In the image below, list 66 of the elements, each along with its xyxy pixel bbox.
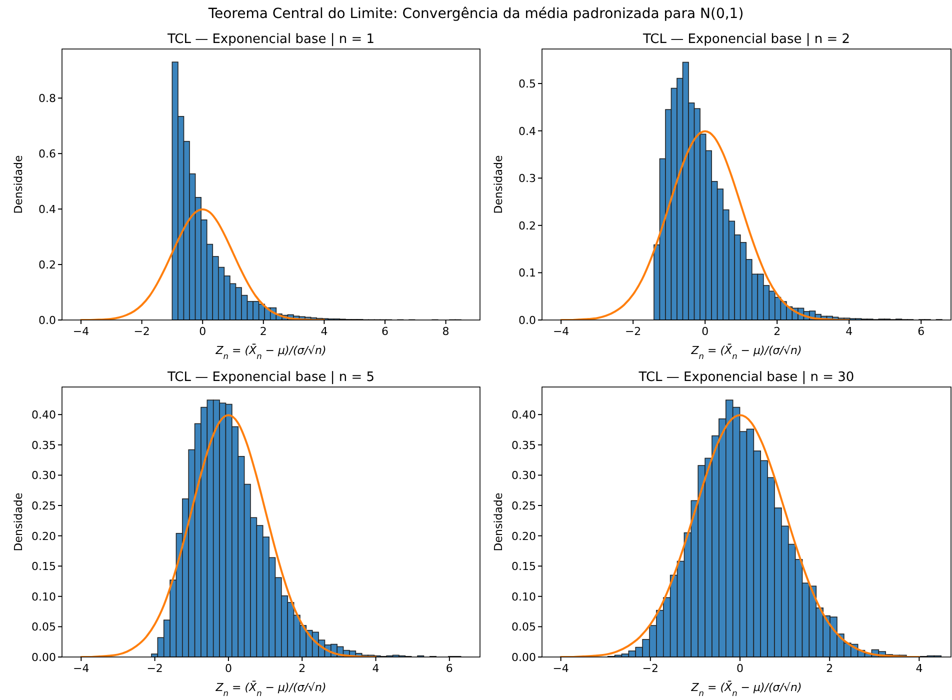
x-tick-label: −2	[146, 662, 163, 675]
y-tick-label: 0.10	[32, 590, 56, 604]
y-tick-label: 0.2	[518, 219, 536, 232]
x-tick-label: −4	[73, 662, 90, 675]
x-tick-label: −2	[134, 325, 150, 338]
y-tick-label: 0.20	[32, 530, 56, 543]
y-tick-label: 0.35	[32, 438, 56, 452]
x-tick-label: 6	[382, 325, 388, 338]
x-tick-label: 6	[446, 662, 453, 675]
x-tick-label: −4	[72, 325, 90, 338]
x-tick-label: 4	[320, 325, 328, 338]
y-tick-label: 0.05	[512, 620, 536, 634]
x-tick-label: 2	[826, 662, 834, 675]
y-tick-label: 0.2	[38, 258, 56, 272]
x-axis-title: Z$_{n}$ = (X̄$_{n}$ − μ)/(σ/√n)	[690, 680, 802, 698]
y-tick-label: 0.35	[512, 438, 536, 452]
y-tick-label: 0.40	[512, 408, 536, 422]
x-tick-label: 4	[846, 325, 853, 338]
y-axis-title: Densidade	[492, 492, 505, 552]
y-tick-label: 0.5	[518, 78, 536, 91]
x-tick-label: −4	[552, 662, 569, 675]
y-tick-label: 0.0	[518, 314, 536, 327]
y-tick-label: 0.0	[38, 314, 56, 327]
y-tick-label: 0.8	[38, 92, 56, 106]
x-tick-label: −4	[552, 325, 570, 338]
x-tick-label: −2	[624, 325, 642, 338]
y-tick-label: 0.30	[32, 469, 56, 482]
y-tick-label: 0.6	[38, 148, 56, 161]
y-tick-label: 0.10	[512, 590, 536, 604]
text: Teorema Central do Limite: Convergência da média padronizada para N(0,1)	[207, 6, 744, 22]
x-tick-label: 0	[199, 325, 206, 338]
y-tick-label: 0.00	[512, 651, 536, 664]
x-tick-label: 2	[260, 325, 267, 338]
y-tick-label: 0.1	[518, 266, 536, 280]
chart-title: TCL — Exponencial base | n = 5	[166, 370, 375, 385]
y-tick-label: 0.3	[518, 172, 536, 186]
x-tick-label: 4	[372, 662, 380, 675]
chart-title: TCL — Exponencial base | n = 30	[638, 370, 854, 385]
y-tick-label: 0.20	[512, 530, 536, 543]
x-axis-title: Z$_{n}$ = (X̄$_{n}$ − μ)/(σ/√n)	[214, 342, 326, 361]
y-tick-label: 0.15	[512, 560, 536, 574]
x-tick-label: 0	[702, 325, 709, 338]
y-tick-label: 0.25	[32, 499, 56, 512]
x-axis-title: Z$_{n}$ = (X̄$_{n}$ − μ)/(σ/√n)	[214, 680, 326, 698]
y-tick-label: 0.30	[512, 469, 536, 482]
chart-title: TCL — Exponencial base | n = 1	[166, 32, 375, 47]
x-tick-label: 6	[918, 325, 925, 338]
chart-title: TCL — Exponencial base | n = 2	[642, 32, 850, 47]
y-tick-label: 0.05	[32, 620, 56, 634]
y-tick-label: 0.15	[32, 560, 56, 574]
y-axis-title: Densidade	[492, 155, 505, 214]
x-tick-label: 8	[442, 325, 450, 338]
x-tick-label: 0	[224, 662, 232, 675]
y-tick-label: 0.25	[512, 499, 536, 512]
y-tick-label: 0.4	[518, 124, 536, 138]
x-tick-label: 2	[774, 325, 781, 338]
x-tick-label: 2	[298, 662, 306, 675]
y-axis-title: Densidade	[12, 155, 25, 214]
x-tick-label: −2	[642, 662, 659, 675]
x-tick-label: 0	[736, 662, 744, 675]
x-tick-label: 4	[916, 662, 923, 675]
y-axis-title: Densidade	[12, 492, 25, 552]
x-axis-title: Z$_{n}$ = (X̄$_{n}$ − μ)/(σ/√n)	[690, 342, 802, 361]
y-tick-label: 0.40	[32, 408, 56, 422]
y-tick-label: 0.00	[32, 651, 56, 664]
y-tick-label: 0.4	[38, 203, 56, 216]
